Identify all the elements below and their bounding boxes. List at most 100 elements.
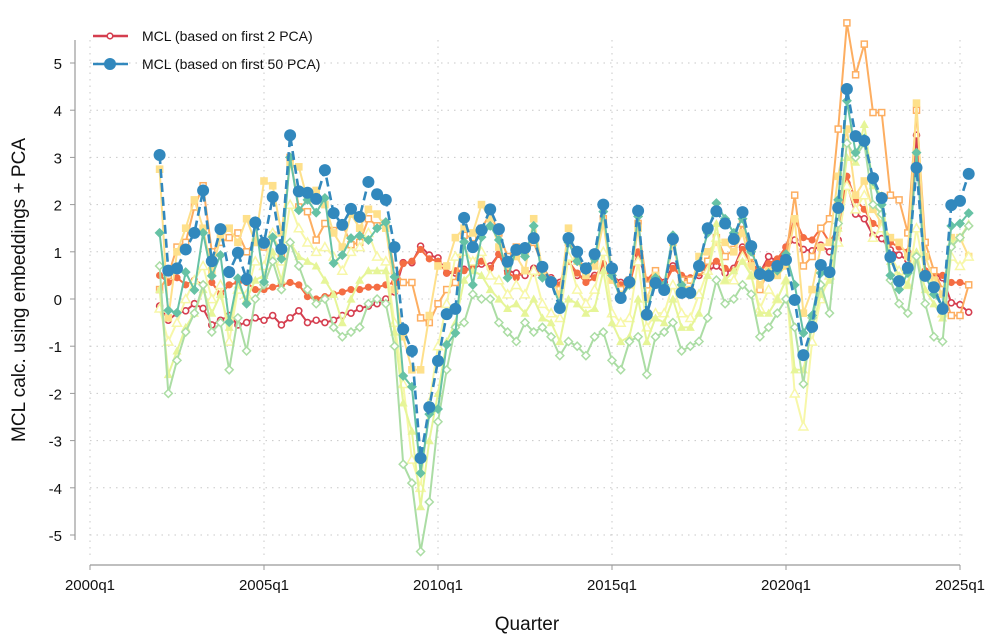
- data-point: [808, 252, 816, 261]
- data-point: [242, 214, 251, 223]
- data-point: [623, 276, 636, 289]
- data-point: [172, 307, 182, 318]
- data-point: [319, 192, 330, 203]
- data-point: [215, 317, 226, 328]
- data-point: [911, 251, 922, 262]
- data-point: [721, 252, 729, 261]
- data-point: [529, 214, 538, 223]
- data-point: [588, 248, 601, 261]
- data-point: [441, 339, 452, 350]
- data-point: [512, 252, 521, 261]
- data-point: [606, 307, 618, 318]
- data-point: [623, 311, 636, 323]
- data-point: [694, 308, 704, 317]
- y-tick-label: -1: [49, 339, 62, 356]
- data-point: [746, 270, 756, 279]
- data-point: [276, 284, 287, 295]
- data-point: [947, 278, 955, 287]
- data-point: [937, 336, 948, 347]
- y-tick-label: 5: [54, 56, 62, 73]
- data-point: [703, 248, 712, 256]
- data-point: [797, 349, 810, 362]
- data-point: [867, 199, 879, 210]
- data-point: [399, 260, 407, 268]
- data-point: [258, 236, 270, 249]
- data-point: [659, 326, 670, 338]
- data-point: [399, 278, 407, 287]
- data-point: [954, 232, 966, 243]
- data-point: [321, 318, 329, 327]
- data-point: [214, 223, 227, 236]
- data-point: [408, 278, 416, 287]
- data-point: [451, 233, 460, 242]
- y-tick-label: 2: [54, 198, 62, 215]
- data-point: [417, 245, 425, 254]
- data-point: [581, 308, 591, 317]
- data-point: [851, 191, 860, 199]
- data-point: [642, 336, 652, 346]
- data-point: [320, 275, 330, 284]
- data-point: [310, 245, 322, 257]
- data-point: [606, 355, 618, 366]
- data-point: [249, 255, 262, 266]
- data-point: [711, 198, 722, 209]
- data-point: [388, 241, 401, 254]
- data-point: [798, 327, 809, 338]
- data-point: [764, 252, 773, 261]
- data-point: [197, 184, 210, 197]
- data-point: [782, 262, 790, 270]
- data-point: [841, 179, 853, 191]
- data-point: [363, 235, 374, 245]
- data-point: [495, 243, 503, 251]
- data-point: [824, 308, 835, 319]
- data-point: [867, 231, 879, 242]
- data-point: [677, 322, 687, 331]
- data-point: [234, 238, 242, 247]
- data-point: [181, 224, 190, 232]
- data-point: [434, 299, 442, 308]
- data-point: [250, 275, 260, 284]
- data-point: [189, 308, 200, 319]
- data-point: [693, 259, 705, 272]
- data-point: [537, 322, 548, 333]
- data-point: [711, 218, 721, 228]
- data-point: [956, 311, 964, 320]
- data-point: [494, 294, 504, 303]
- data-point: [398, 370, 409, 381]
- data-point: [860, 177, 869, 185]
- data-point: [659, 318, 669, 327]
- data-point: [267, 232, 278, 243]
- data-point: [886, 233, 895, 242]
- data-point: [433, 403, 443, 414]
- data-point: [467, 289, 478, 300]
- data-point: [301, 236, 314, 247]
- data-point: [346, 294, 356, 303]
- data-point: [546, 318, 556, 327]
- data-point: [668, 294, 678, 303]
- data-point: [799, 262, 808, 270]
- data-point: [477, 270, 486, 279]
- data-point: [919, 269, 932, 282]
- data-point: [215, 250, 226, 261]
- data-point: [466, 241, 479, 254]
- data-point: [597, 245, 610, 257]
- data-point: [405, 344, 418, 357]
- data-point: [321, 219, 329, 228]
- data-point: [851, 71, 860, 79]
- data-point: [781, 275, 791, 284]
- data-point: [303, 256, 312, 265]
- data-point: [354, 230, 365, 241]
- data-point: [814, 259, 827, 272]
- data-point: [286, 278, 294, 287]
- data-point: [632, 255, 644, 266]
- data-point: [424, 496, 435, 508]
- data-point: [511, 299, 521, 308]
- data-point: [346, 233, 356, 244]
- data-point: [520, 251, 530, 262]
- series-7: [154, 138, 974, 557]
- data-point: [920, 298, 931, 309]
- data-point: [562, 232, 575, 245]
- data-point: [311, 207, 322, 218]
- data-point: [669, 264, 677, 272]
